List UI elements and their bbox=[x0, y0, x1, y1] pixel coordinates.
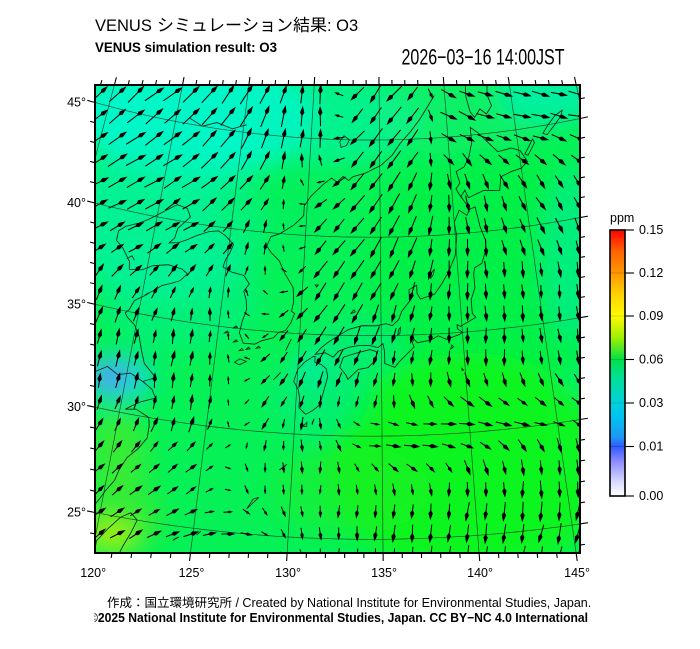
svg-text:0.09: 0.09 bbox=[639, 309, 663, 323]
svg-text:0.03: 0.03 bbox=[639, 396, 663, 410]
svg-text:145°: 145° bbox=[564, 566, 590, 580]
svg-text:130°: 130° bbox=[275, 566, 301, 580]
svg-text:0.15: 0.15 bbox=[639, 223, 663, 237]
svg-text:40°: 40° bbox=[67, 196, 86, 210]
svg-text:ppm: ppm bbox=[610, 211, 634, 225]
svg-text:©2025 National Institute for E: ©2025 National Institute for Environment… bbox=[89, 610, 588, 625]
svg-text:25°: 25° bbox=[67, 506, 86, 520]
svg-text:VENUS simulation result: O3: VENUS simulation result: O3 bbox=[95, 39, 277, 55]
svg-text:0.12: 0.12 bbox=[639, 266, 663, 280]
svg-text:2026−03−16 14:00JST: 2026−03−16 14:00JST bbox=[402, 45, 565, 70]
svg-text:135°: 135° bbox=[371, 566, 397, 580]
svg-text:: O3: : O3 bbox=[327, 17, 358, 35]
svg-text:125°: 125° bbox=[179, 566, 205, 580]
svg-text:VENUS: VENUS bbox=[95, 17, 152, 35]
svg-text:0.06: 0.06 bbox=[639, 353, 663, 367]
svg-text:0.00: 0.00 bbox=[639, 489, 663, 503]
svg-text:45°: 45° bbox=[67, 96, 86, 110]
svg-text:0.01: 0.01 bbox=[639, 440, 663, 454]
svg-text:140°: 140° bbox=[467, 566, 493, 580]
svg-text:35°: 35° bbox=[67, 297, 86, 311]
svg-text:120°: 120° bbox=[80, 566, 106, 580]
svg-text:30°: 30° bbox=[67, 400, 86, 414]
svg-text:/ Created by National Institut: / Created by National Institute for Envi… bbox=[232, 596, 591, 610]
